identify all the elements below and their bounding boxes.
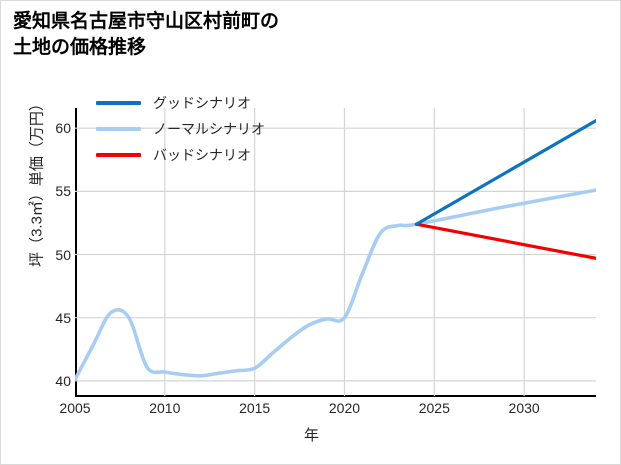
legend-item-label: ノーマルシナリオ bbox=[153, 121, 265, 137]
x-tick-label: 2010 bbox=[149, 400, 181, 416]
legend-item[interactable]: グッドシナリオ bbox=[96, 93, 265, 113]
series-line bbox=[414, 119, 596, 226]
y-tick-label: 45 bbox=[55, 309, 71, 326]
series-line bbox=[414, 222, 596, 260]
x-tick-label: 2015 bbox=[239, 400, 271, 416]
x-axis-line bbox=[75, 395, 596, 397]
legend-item-label: バッドシナリオ bbox=[153, 147, 251, 163]
y-axis-line bbox=[75, 108, 77, 397]
y-tick-label: 50 bbox=[55, 246, 71, 263]
y-axis-label: 坪（3.3㎡）単価（万円） bbox=[28, 96, 46, 267]
x-axis-label: 年 bbox=[303, 427, 319, 444]
legend-item[interactable]: ノーマルシナリオ bbox=[96, 119, 265, 139]
chart-legend: グッドシナリオ ノーマルシナリオ バッドシナリオ bbox=[96, 93, 265, 165]
gridlines bbox=[75, 108, 596, 396]
x-tick-label: 2020 bbox=[328, 400, 361, 416]
y-tick-label: 40 bbox=[55, 372, 71, 389]
legend-color-swatch bbox=[96, 101, 141, 105]
legend-item-label: グッドシナリオ bbox=[153, 95, 251, 111]
plot-svg bbox=[75, 108, 596, 396]
legend-color-swatch bbox=[96, 153, 141, 157]
legend-item[interactable]: バッドシナリオ bbox=[96, 145, 265, 165]
legend-color-swatch bbox=[96, 127, 141, 131]
x-tick-label: 2005 bbox=[59, 400, 91, 416]
x-tick-label: 2030 bbox=[508, 400, 540, 416]
series-line bbox=[75, 188, 596, 382]
y-tick-label: 60 bbox=[55, 120, 71, 137]
y-tick-label: 55 bbox=[55, 183, 71, 200]
chart-title: 愛知県名古屋市守山区村前町の 土地の価格推移 bbox=[13, 11, 280, 58]
series-lines bbox=[75, 119, 596, 382]
plot-area bbox=[75, 108, 596, 396]
x-tick-label: 2025 bbox=[418, 400, 450, 416]
y-axis-ticks: 40 45 50 55 60 bbox=[1, 1, 71, 464]
